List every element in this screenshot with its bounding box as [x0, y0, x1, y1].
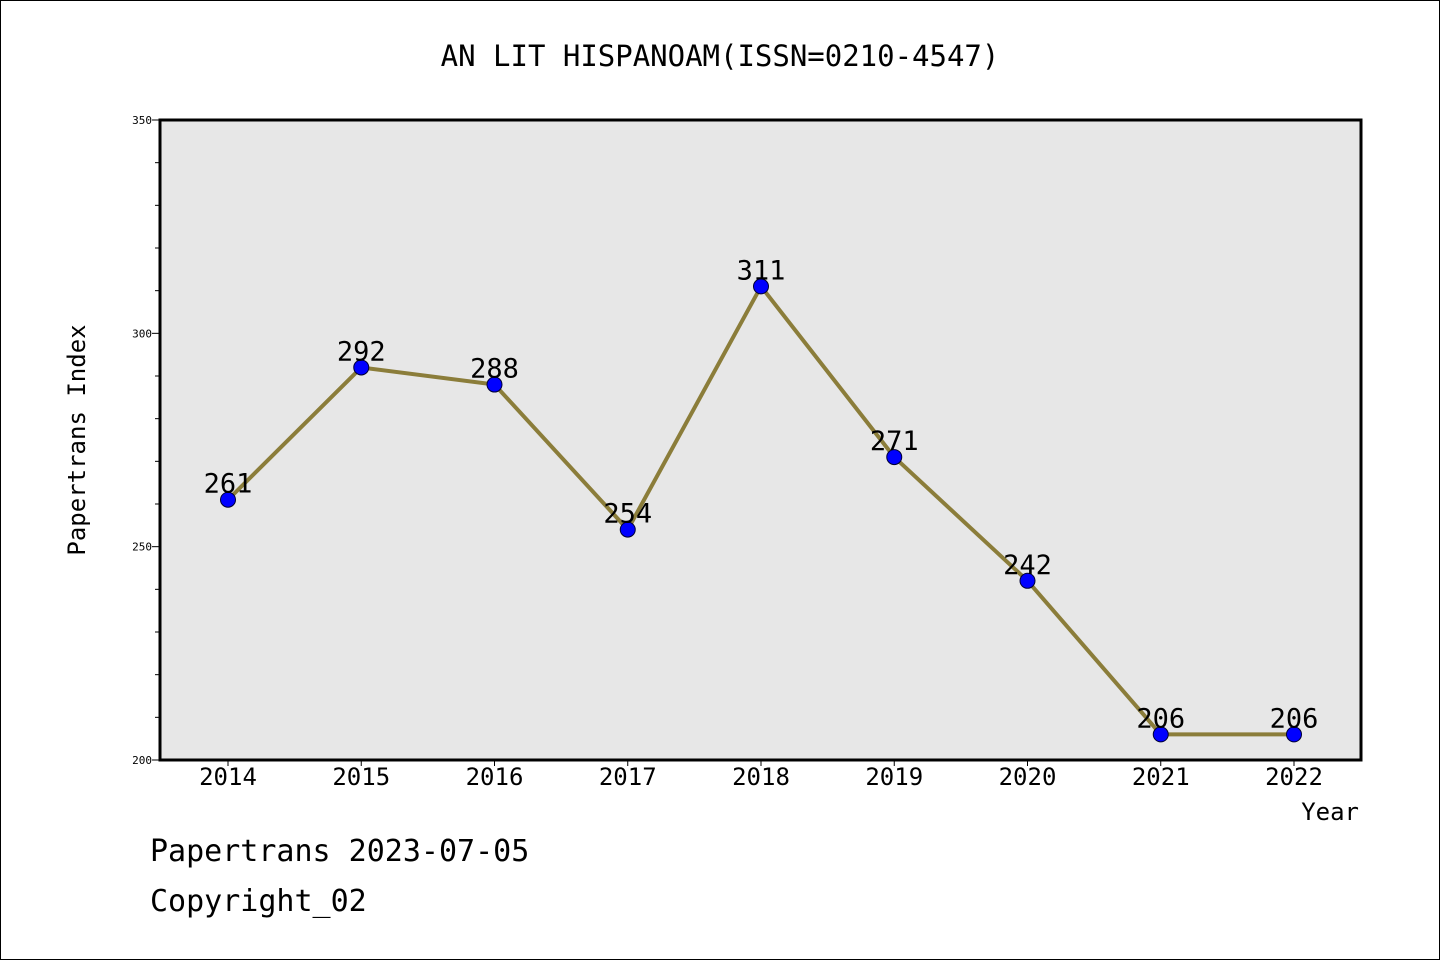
data-label: 288 [470, 354, 519, 385]
x-axis-label: Year [1301, 798, 1359, 826]
y-tick-label: 250 [132, 541, 152, 554]
data-point [220, 491, 236, 508]
y-axis-label: Papertrans Index [63, 324, 91, 555]
x-tick-label: 2021 [1132, 763, 1190, 791]
data-label: 311 [737, 255, 786, 286]
data-label: 206 [1270, 703, 1319, 734]
x-tick-label: 2016 [466, 763, 524, 791]
y-axis-ticks: 200 250 300 350 [132, 114, 160, 767]
data-label: 254 [603, 499, 652, 530]
x-tick-label: 2019 [865, 763, 923, 791]
x-tick-label: 2022 [1265, 763, 1323, 791]
data-point [353, 359, 370, 376]
data-label: 292 [337, 336, 386, 367]
footer-date: Papertrans 2023-07-05 [150, 834, 530, 869]
x-tick-label: 2017 [599, 763, 657, 791]
data-label: 261 [204, 469, 253, 500]
data-point [1286, 726, 1302, 743]
data-point [619, 521, 636, 538]
data-point [753, 278, 769, 295]
footer-copyright: Copyright_02 [150, 884, 367, 919]
data-label: 206 [1136, 703, 1185, 734]
data-label: 271 [870, 426, 919, 457]
x-tick-label: 2020 [999, 763, 1057, 791]
data-point [1152, 726, 1169, 743]
y-tick-label: 300 [132, 327, 152, 340]
data-labels: 261 292 288 254 311 271 242 206 206 [204, 255, 1319, 734]
plot-area [158, 118, 1363, 762]
data-point [1019, 572, 1036, 589]
y-tick-label: 350 [132, 114, 152, 127]
x-tick-label: 2015 [332, 763, 390, 791]
data-markers [220, 278, 1302, 743]
data-point [486, 376, 503, 393]
chart-title: AN LIT HISPANOAM(ISSN=0210-4547) [441, 39, 1000, 73]
x-tick-label: 2014 [199, 763, 257, 791]
x-tick-label: 2018 [732, 763, 790, 791]
y-tick-label: 200 [132, 754, 152, 767]
data-point [886, 449, 903, 466]
x-axis-ticks: 2014 2015 2016 2017 2018 2019 2020 2021 2022 [199, 760, 1323, 791]
data-label: 242 [1003, 550, 1052, 581]
